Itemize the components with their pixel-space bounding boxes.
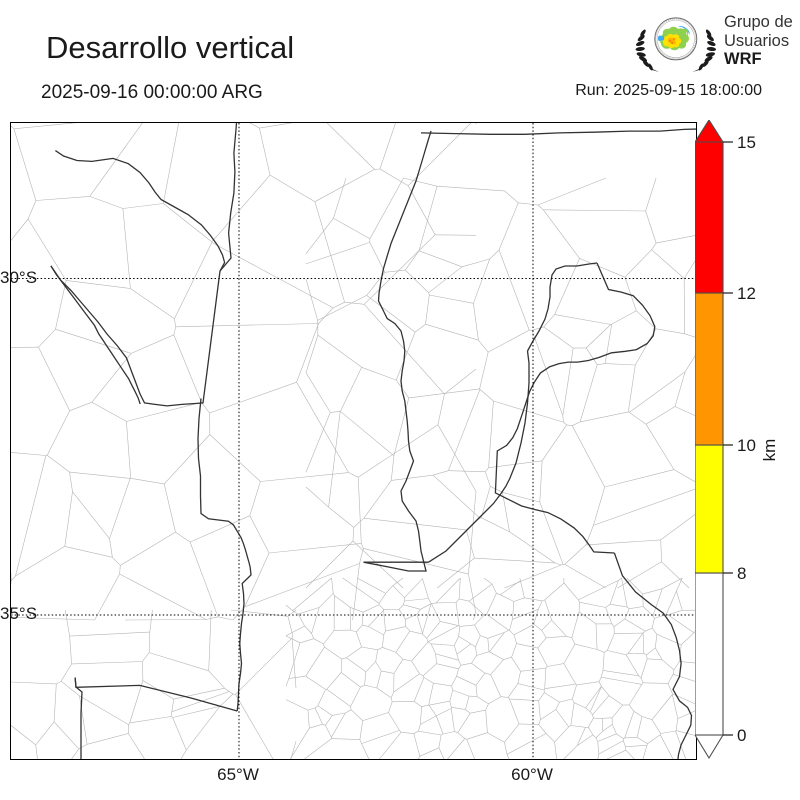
svg-text:km: km bbox=[760, 439, 779, 462]
svg-text:WRF: WRF bbox=[724, 50, 762, 68]
svg-text:15: 15 bbox=[737, 133, 756, 152]
svg-text:10: 10 bbox=[737, 436, 756, 455]
svg-text:12: 12 bbox=[737, 284, 756, 303]
svg-text:0: 0 bbox=[737, 726, 746, 745]
svg-text:Usuarios: Usuarios bbox=[724, 32, 789, 50]
svg-text:8: 8 bbox=[737, 564, 746, 583]
svg-text:Grupo de: Grupo de bbox=[724, 13, 793, 31]
